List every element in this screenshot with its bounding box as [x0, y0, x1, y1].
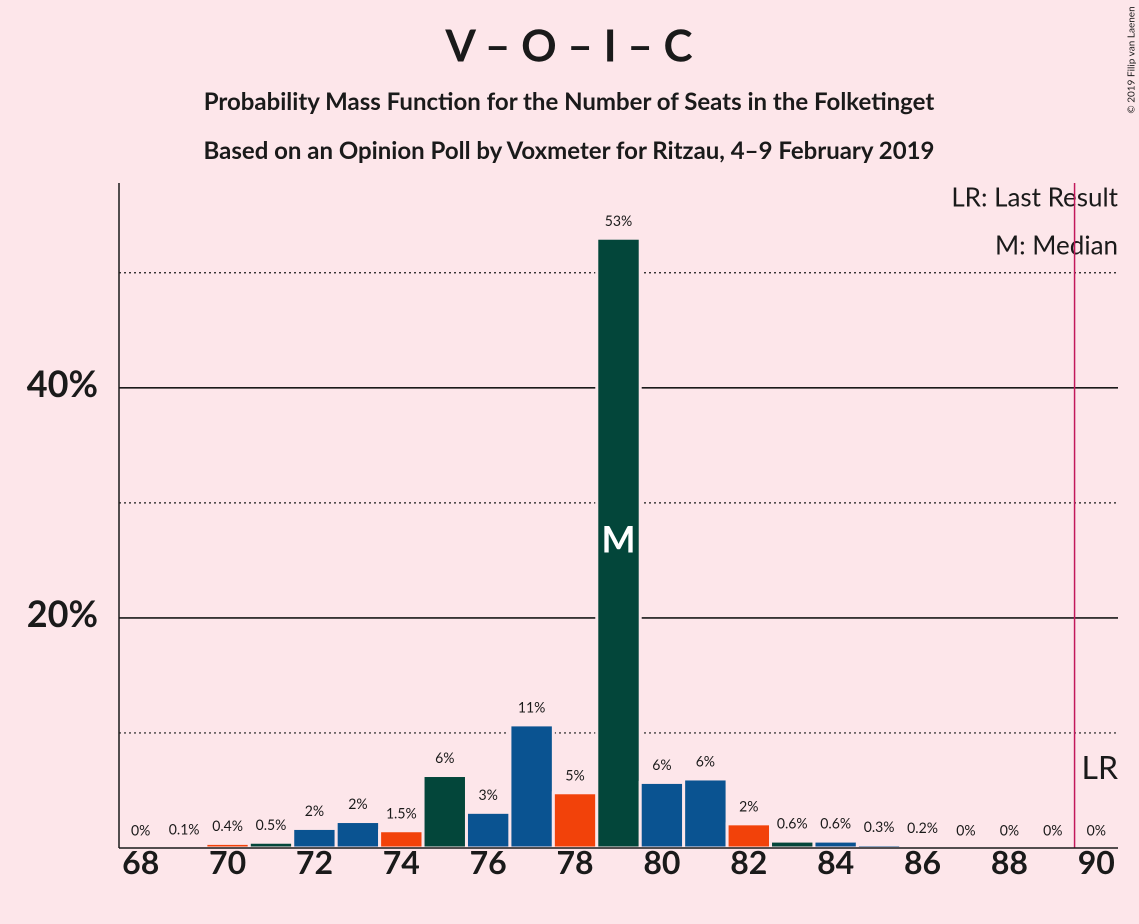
value-label: 6% [435, 749, 454, 766]
value-label: 0% [131, 822, 150, 839]
bar [725, 822, 773, 850]
value-label: 3% [479, 786, 498, 803]
value-label: 0.4% [212, 817, 243, 834]
chart-subtitle: Based on an Opinion Poll by Voxmeter for… [204, 136, 935, 165]
value-label: 0% [1087, 822, 1106, 839]
value-label: 0.5% [256, 816, 287, 833]
value-label: 0.6% [777, 815, 808, 832]
bar [378, 829, 425, 850]
bar [551, 791, 599, 850]
value-label: 11% [518, 698, 545, 715]
value-label: 2% [348, 795, 367, 812]
value-label: 0.1% [169, 820, 200, 837]
value-label: 5% [565, 766, 584, 783]
value-label: 1.5% [386, 804, 417, 821]
median-marker: M [601, 516, 635, 560]
copyright: © 2019 Filip van Laenen [1126, 6, 1138, 113]
chart-subtitle: Probability Mass Function for the Number… [204, 87, 935, 116]
bar [334, 820, 382, 850]
value-label: 0.2% [907, 819, 938, 836]
bar [508, 723, 555, 850]
bar [638, 780, 686, 850]
value-label: 0.3% [864, 818, 895, 835]
bar [421, 774, 468, 850]
bar [291, 826, 338, 850]
value-label: 0% [1000, 822, 1019, 839]
bar [769, 839, 816, 850]
bar [812, 839, 859, 850]
value-label: 6% [696, 753, 715, 770]
bar [464, 810, 512, 850]
y-tick-label: 20% [27, 591, 98, 635]
value-label: 53% [605, 212, 632, 229]
value-label: 0% [1043, 822, 1062, 839]
value-label: 2% [739, 797, 758, 814]
legend-entry: LR: Last Result [951, 181, 1118, 213]
bar [682, 777, 729, 850]
bar [247, 840, 295, 850]
value-label: 6% [652, 756, 671, 773]
legend-entry: M: Median [995, 229, 1118, 261]
last-result-label: LR [1082, 747, 1118, 786]
y-tick-label: 40% [27, 361, 98, 405]
value-label: 0% [956, 822, 975, 839]
value-label: 2% [305, 802, 324, 819]
chart-title: V – O – I – C [444, 19, 692, 71]
value-label: 0.6% [820, 815, 851, 832]
